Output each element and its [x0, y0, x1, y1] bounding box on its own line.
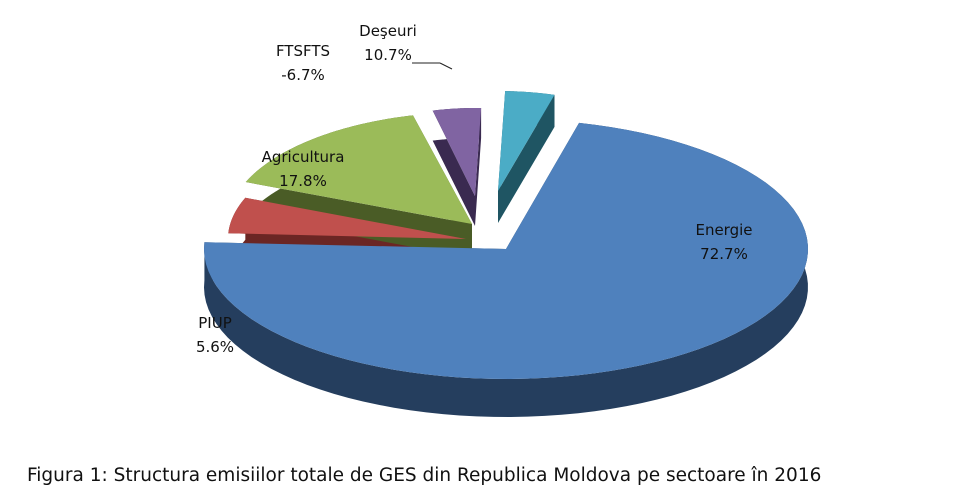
figure-caption: Figura 1: Structura emisiilor totale de …: [27, 465, 821, 486]
slice-label-name-piup: PIUP: [198, 314, 232, 332]
pie-top-layer: [204, 91, 808, 379]
slice-label-value-energie: 72.7%: [700, 245, 748, 263]
slice-label-value-deeuri: 10.7%: [364, 46, 412, 64]
caption-lead: Figura 1:: [27, 465, 108, 486]
slice-label-value-agricultura: 17.8%: [279, 172, 327, 190]
slice-deeuri: [498, 91, 555, 191]
slice-labels: Energie 72.7% PIUP 5.6% Agricultura 17.8% FTSF…: [196, 22, 753, 356]
slice-label-value-ftsfts: -6.7%: [281, 66, 325, 84]
pie-chart: Energie 72.7% PIUP 5.6% Agricultura 17.8% FTSF…: [196, 22, 808, 417]
slice-piup: [228, 197, 466, 239]
desuri-leader-line-2: [439, 62, 453, 70]
slice-ftsfts: [432, 108, 482, 196]
slice-energie: [204, 122, 808, 379]
slice-label-name-deeuri: Deşeuri: [359, 22, 417, 40]
slice-label-name-agricultura: Agricultura: [262, 148, 345, 166]
slice-label-name-ftsfts: FTSFTS: [276, 42, 330, 60]
slice-agricultura: [245, 115, 472, 224]
slice-label-name-energie: Energie: [695, 221, 752, 239]
caption-text: Structura emisiilor totale de GES din Re…: [107, 465, 822, 486]
slice-side-deeuri: [498, 91, 555, 224]
slice-label-value-piup: 5.6%: [196, 338, 234, 356]
